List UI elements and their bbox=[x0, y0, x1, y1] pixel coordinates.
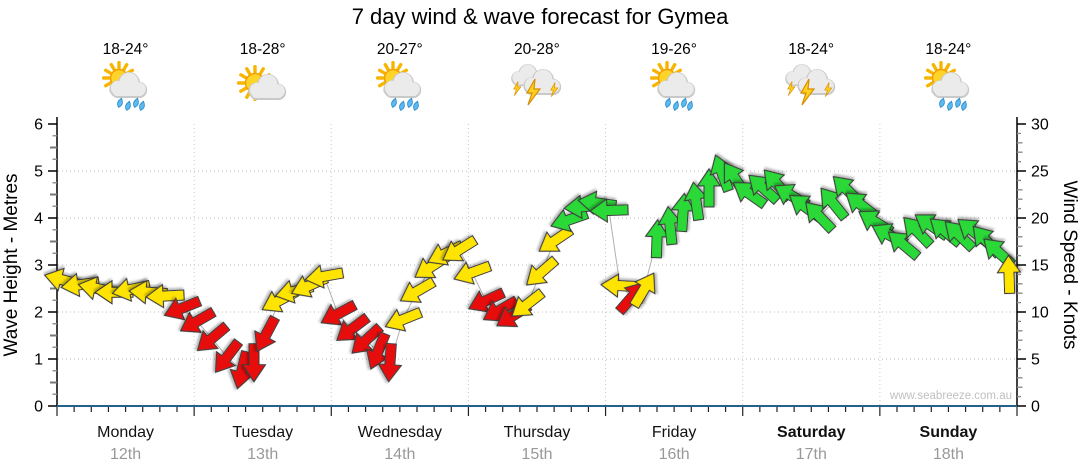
date-label: 12th bbox=[110, 446, 141, 463]
weather-icon-sun-cloud-rain bbox=[650, 61, 696, 111]
date-label: 14th bbox=[384, 446, 415, 463]
date-label: 15th bbox=[521, 446, 552, 463]
right-axis-tick-label: 20 bbox=[1031, 211, 1049, 228]
right-axis-tick-label: 30 bbox=[1031, 117, 1049, 134]
wind-arrow bbox=[944, 221, 977, 253]
left-axis-tick-label: 4 bbox=[34, 211, 43, 228]
day-header-wednesday: 20-27° bbox=[331, 40, 468, 115]
wind-arrow bbox=[377, 342, 403, 383]
wind-arrow bbox=[351, 322, 385, 354]
right-axis-tick-label: 0 bbox=[1031, 399, 1040, 416]
day-label: Tuesday bbox=[232, 424, 293, 441]
left-axis-tick-label: 1 bbox=[34, 352, 43, 369]
day-header-saturday: 18-24° bbox=[743, 40, 880, 115]
wind-arrow bbox=[214, 338, 244, 374]
right-axis-tick-label: 15 bbox=[1031, 258, 1049, 275]
temperature-range: 18-28° bbox=[239, 41, 286, 58]
left-axis-tick-label: 2 bbox=[34, 305, 43, 322]
weather-icon-sun-cloud bbox=[236, 65, 286, 101]
weather-icon-wrap bbox=[880, 61, 1017, 115]
temperature-range: 19-26° bbox=[651, 41, 697, 58]
temperature-range: 18-24° bbox=[788, 41, 835, 58]
day-label: Monday bbox=[97, 424, 154, 441]
wind-arrow bbox=[320, 299, 358, 326]
temperature-range: 18-24° bbox=[102, 41, 149, 58]
wind-arrow bbox=[820, 187, 850, 222]
day-header-friday: 19-26° bbox=[606, 40, 743, 115]
wind-arrow bbox=[525, 255, 560, 286]
date-label: 16th bbox=[659, 446, 690, 463]
weather-icon-wrap bbox=[743, 61, 880, 115]
wind-arrow bbox=[589, 198, 629, 224]
wind-arrow bbox=[683, 181, 709, 222]
day-label: Friday bbox=[652, 424, 696, 441]
left-axis-title: Wave Height - Metres bbox=[1, 173, 22, 356]
wind-arrow bbox=[887, 231, 922, 262]
day-header-thursday: 20-28° bbox=[468, 40, 605, 115]
wind-arrow bbox=[467, 287, 507, 313]
temperature-range: 18-24° bbox=[925, 41, 972, 58]
day-label: Saturday bbox=[777, 424, 846, 441]
left-axis-tick-label: 5 bbox=[34, 164, 43, 181]
date-label: 17th bbox=[796, 446, 827, 463]
weather-icon-wrap bbox=[57, 61, 194, 115]
weather-icon-storm bbox=[785, 64, 836, 106]
wind-arrow bbox=[670, 192, 696, 233]
left-axis-tick-label: 0 bbox=[34, 399, 43, 416]
wind-arrow bbox=[304, 264, 345, 289]
wind-arrow bbox=[442, 234, 479, 262]
watermark: www.seabreeze.com.au bbox=[889, 390, 1012, 402]
wind-arrow bbox=[241, 343, 267, 383]
weather-icon-wrap bbox=[331, 61, 468, 115]
weather-icon-sun-cloud-rain bbox=[101, 61, 147, 111]
wind-arrow bbox=[145, 283, 185, 309]
wind-arrow bbox=[336, 312, 371, 341]
right-axis-title: Wind Speed - Knots bbox=[1059, 181, 1080, 350]
date-label: 18th bbox=[933, 446, 964, 463]
wind-arrow bbox=[696, 167, 722, 208]
day-label: Wednesday bbox=[358, 424, 442, 441]
date-label: 13th bbox=[247, 446, 278, 463]
wind-arrow bbox=[399, 276, 437, 303]
wind-arrow bbox=[196, 321, 231, 352]
wind-arrow bbox=[805, 201, 837, 235]
left-axis-tick-label: 6 bbox=[34, 117, 43, 134]
wind-arrow bbox=[657, 205, 683, 246]
wind-arrow bbox=[644, 218, 670, 259]
left-axis-tick-label: 3 bbox=[34, 258, 43, 275]
right-axis-tick-label: 10 bbox=[1031, 305, 1049, 322]
weather-icon-sun-cloud-rain bbox=[924, 61, 970, 111]
day-header-sunday: 18-24° bbox=[880, 40, 1017, 115]
weather-icon-wrap bbox=[468, 61, 605, 115]
wind-arrow bbox=[732, 182, 769, 210]
wind-arrow bbox=[179, 306, 217, 333]
day-header-tuesday: 18-28° bbox=[194, 40, 331, 115]
day-label: Thursday bbox=[504, 424, 571, 441]
wind-arrow bbox=[996, 254, 1022, 295]
temperature-range: 20-28° bbox=[514, 41, 560, 58]
day-header-monday: 18-24° bbox=[57, 40, 194, 115]
wind-arrow bbox=[903, 216, 935, 250]
weather-icon-wrap bbox=[194, 61, 331, 115]
wind-arrow bbox=[229, 349, 254, 390]
right-axis-tick-label: 5 bbox=[1031, 352, 1040, 369]
wind-arrow bbox=[384, 307, 424, 332]
weather-icon-wrap bbox=[606, 61, 743, 115]
wind-arrow bbox=[365, 331, 391, 371]
weather-icon-sun-cloud-rain bbox=[375, 61, 421, 111]
wind-arrow bbox=[453, 260, 493, 285]
temperature-range: 20-27° bbox=[376, 41, 423, 58]
wind-arrow bbox=[511, 288, 546, 317]
weather-icon-storm bbox=[511, 64, 562, 106]
day-label: Sunday bbox=[920, 424, 978, 441]
wind-arrow bbox=[163, 295, 203, 321]
right-axis-tick-label: 25 bbox=[1031, 164, 1049, 181]
wind-arrow bbox=[748, 174, 782, 206]
wind-arrow bbox=[629, 272, 656, 310]
chart-title: 7 day wind & wave forecast for Gymea bbox=[351, 4, 729, 29]
wind-arrow bbox=[254, 314, 281, 353]
